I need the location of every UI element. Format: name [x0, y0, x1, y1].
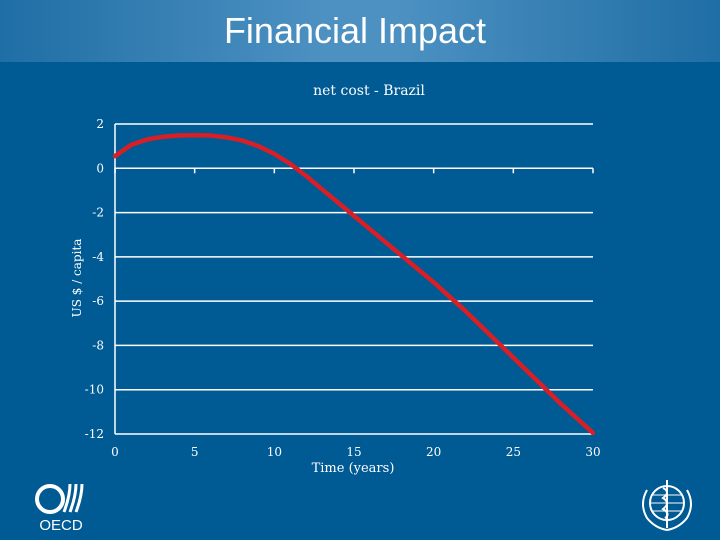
y-tick-label: -10 [85, 383, 104, 397]
page-title: Financial Impact [223, 10, 487, 51]
y-tick-labels: 2 0 -2 -4 -6 -8 -10 -12 [85, 117, 105, 441]
oecd-logo: OECD [35, 483, 84, 532]
series-layer [112, 132, 596, 436]
y-tick-label: -8 [92, 338, 104, 352]
who-emblem-icon [642, 480, 692, 531]
y-tick-label: -6 [92, 294, 104, 308]
oecd-logo-text: OECD [39, 517, 83, 532]
who-emblem-laurel-left [642, 489, 668, 531]
oecd-logo-stroke-1 [62, 483, 72, 513]
chart-title: net cost - Brazil [313, 83, 425, 99]
y-tick-label: -4 [92, 250, 104, 264]
title-band [0, 0, 720, 62]
oecd-logo-stroke-2 [68, 483, 78, 513]
y-tick-label: -2 [92, 206, 104, 220]
y-tick-label: 0 [96, 161, 104, 175]
x-tick-label: 25 [506, 445, 521, 459]
x-tick-label: 20 [426, 445, 441, 459]
x-axis-label: Time (years) [312, 461, 395, 476]
x-tick-label: 5 [191, 445, 199, 459]
grid-lines [114, 123, 594, 435]
y-tick-label: -12 [85, 427, 104, 441]
net-cost-chart: net cost - Brazil 20-2-4-6-8-10-12 0 5 10 1… [70, 83, 601, 476]
x-tick-label: 30 [585, 445, 600, 459]
x-tick-labels: 0 5 10 15 20 25 30 [111, 445, 600, 459]
x-tick-label: 15 [346, 445, 361, 459]
x-tick-label: 0 [111, 445, 119, 459]
x-tick-label: 10 [267, 445, 282, 459]
who-emblem-laurel-right [666, 489, 692, 531]
oecd-logo-ring [35, 484, 65, 514]
who-emblem-staff [661, 480, 669, 528]
oecd-logo-stroke-3 [74, 483, 84, 513]
y-tick-label: 2 [96, 117, 104, 131]
y-axis-label: US $ / capita [70, 239, 84, 318]
series-line-0 [112, 132, 596, 436]
